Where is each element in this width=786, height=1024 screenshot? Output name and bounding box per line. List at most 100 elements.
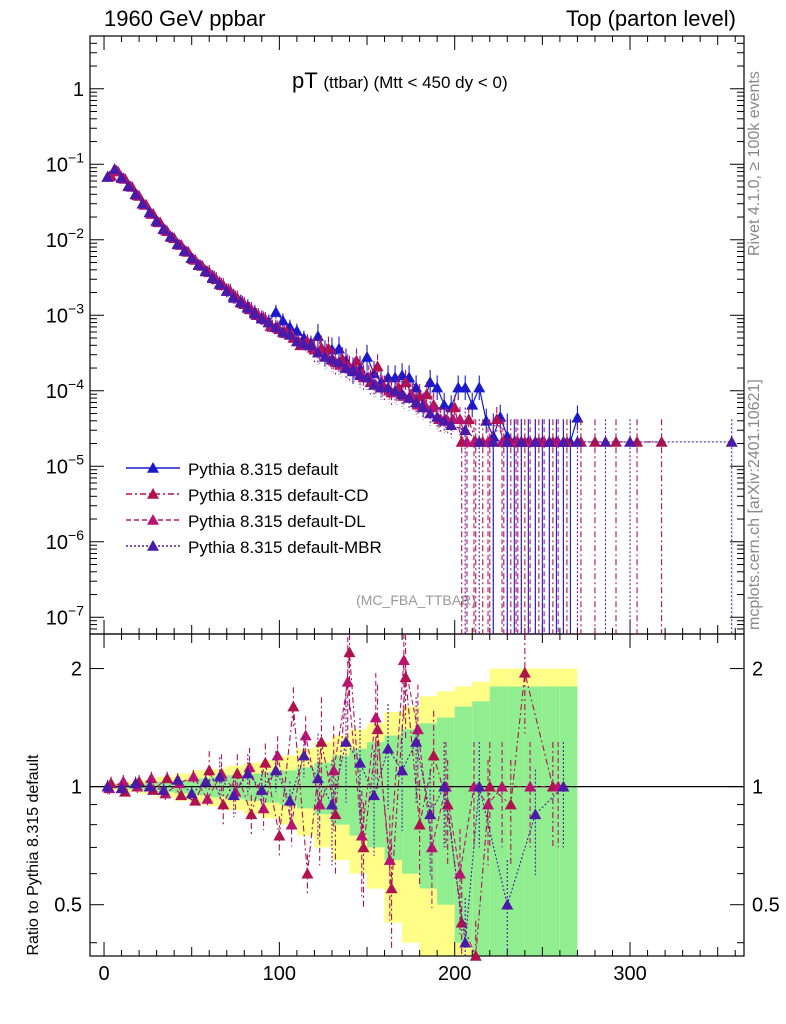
data-point bbox=[453, 413, 466, 425]
ratio-point bbox=[299, 729, 312, 741]
data-point bbox=[424, 407, 437, 419]
y-tick-label: 10−7 bbox=[46, 602, 84, 629]
data-point bbox=[396, 388, 409, 400]
ratio-point bbox=[213, 770, 226, 782]
data-point bbox=[269, 306, 282, 317]
plot-title: pT (ttbar) (Mtt < 450 dy < 0) bbox=[292, 68, 508, 93]
ratio-point bbox=[399, 671, 412, 683]
data-point bbox=[473, 381, 486, 393]
data-point bbox=[501, 435, 514, 447]
data-point bbox=[361, 371, 374, 383]
ratio-point bbox=[518, 666, 531, 678]
data-point bbox=[262, 316, 275, 328]
data-point bbox=[361, 351, 374, 362]
ratio-point bbox=[311, 772, 324, 784]
y-tick-label-right: 1 bbox=[752, 777, 763, 799]
stat-uncertainty-band-green bbox=[472, 701, 490, 956]
data-point bbox=[403, 392, 416, 403]
data-point bbox=[382, 381, 395, 393]
data-point bbox=[276, 326, 289, 337]
ratio-point bbox=[115, 782, 128, 794]
data-point bbox=[515, 435, 528, 447]
ratio-y-axis-label: Ratio to Pythia 8.315 default bbox=[25, 754, 42, 956]
data-point bbox=[150, 215, 163, 227]
x-tick-label: 100 bbox=[263, 963, 296, 985]
data-point bbox=[490, 413, 503, 425]
data-point bbox=[213, 277, 226, 289]
legend-label-default: Pythia 8.315 default bbox=[188, 460, 339, 479]
ratio-point bbox=[255, 784, 268, 795]
data-point bbox=[425, 401, 438, 413]
ratio-point bbox=[501, 898, 514, 910]
ratio-point bbox=[425, 841, 438, 853]
data-point bbox=[624, 435, 637, 447]
data-point bbox=[459, 424, 472, 436]
ratio-bands bbox=[104, 668, 578, 956]
legend: Pythia 8.315 default Pythia 8.315 default… bbox=[126, 460, 382, 557]
data-point bbox=[389, 384, 402, 396]
ratio-point bbox=[161, 772, 174, 784]
ratio-point bbox=[241, 767, 254, 779]
ratio-point bbox=[145, 772, 158, 784]
ratio-point bbox=[455, 916, 468, 928]
ratio-point bbox=[313, 798, 326, 810]
data-point bbox=[248, 307, 261, 319]
ratio-point bbox=[424, 808, 437, 820]
data-point bbox=[255, 312, 268, 324]
data-point bbox=[480, 414, 493, 426]
ratio-point bbox=[301, 867, 314, 879]
ratio-point bbox=[171, 773, 184, 785]
legend-marker-default bbox=[147, 462, 159, 473]
legend-marker-mbr bbox=[147, 540, 159, 551]
y-tick-label: 10−5 bbox=[46, 451, 84, 478]
ratio-point bbox=[473, 780, 486, 792]
data-point bbox=[438, 398, 451, 410]
ratio-point bbox=[271, 749, 284, 761]
data-point bbox=[448, 401, 461, 413]
main-y-ticks: 10−7 10−6 10−5 10−4 10−3 10−2 10−1 1 bbox=[46, 35, 744, 635]
stat-uncertainty-band-green bbox=[402, 729, 420, 874]
ratio-point bbox=[101, 780, 114, 792]
data-point bbox=[431, 381, 444, 393]
ratio-point bbox=[245, 808, 258, 820]
legend-label-mbr: Pythia 8.315 default-MBR bbox=[188, 538, 382, 557]
x-tick-label: 300 bbox=[613, 963, 646, 985]
data-point bbox=[122, 180, 135, 192]
data-point bbox=[347, 363, 360, 375]
ratio-point bbox=[185, 787, 198, 799]
data-point bbox=[725, 435, 738, 447]
ratio-point bbox=[231, 767, 244, 779]
stat-uncertainty-band-green bbox=[454, 706, 473, 943]
data-point bbox=[171, 238, 184, 250]
data-point bbox=[487, 435, 500, 447]
data-point bbox=[325, 353, 338, 365]
data-point bbox=[143, 206, 156, 218]
y-tick-label: 1 bbox=[71, 777, 82, 799]
data-point bbox=[283, 328, 296, 340]
series-line-dl bbox=[108, 169, 559, 443]
ratio-y-ticks: 0.5 0.5 1 1 2 2 bbox=[54, 659, 780, 944]
data-point bbox=[311, 346, 324, 358]
data-point bbox=[371, 360, 384, 372]
data-point bbox=[571, 435, 584, 447]
data-point bbox=[438, 414, 451, 426]
legend-label-dl: Pythia 8.315 default-DL bbox=[188, 512, 366, 531]
data-point bbox=[368, 378, 381, 390]
data-point bbox=[206, 272, 219, 283]
data-point bbox=[588, 435, 601, 447]
y-tick-label-right: 2 bbox=[752, 659, 763, 681]
ratio-point bbox=[382, 742, 395, 754]
data-point bbox=[322, 342, 335, 354]
stat-uncertainty-band-green bbox=[384, 735, 403, 861]
data-point bbox=[420, 388, 433, 400]
data-point bbox=[354, 369, 367, 381]
data-point bbox=[473, 435, 486, 447]
data-point bbox=[304, 339, 317, 351]
ratio-point bbox=[427, 749, 440, 761]
ratio-point bbox=[341, 675, 354, 687]
data-point bbox=[157, 223, 170, 235]
ratio-point bbox=[557, 780, 570, 792]
ratio-point bbox=[397, 654, 410, 666]
header-left: 1960 GeV ppbar bbox=[104, 6, 266, 31]
